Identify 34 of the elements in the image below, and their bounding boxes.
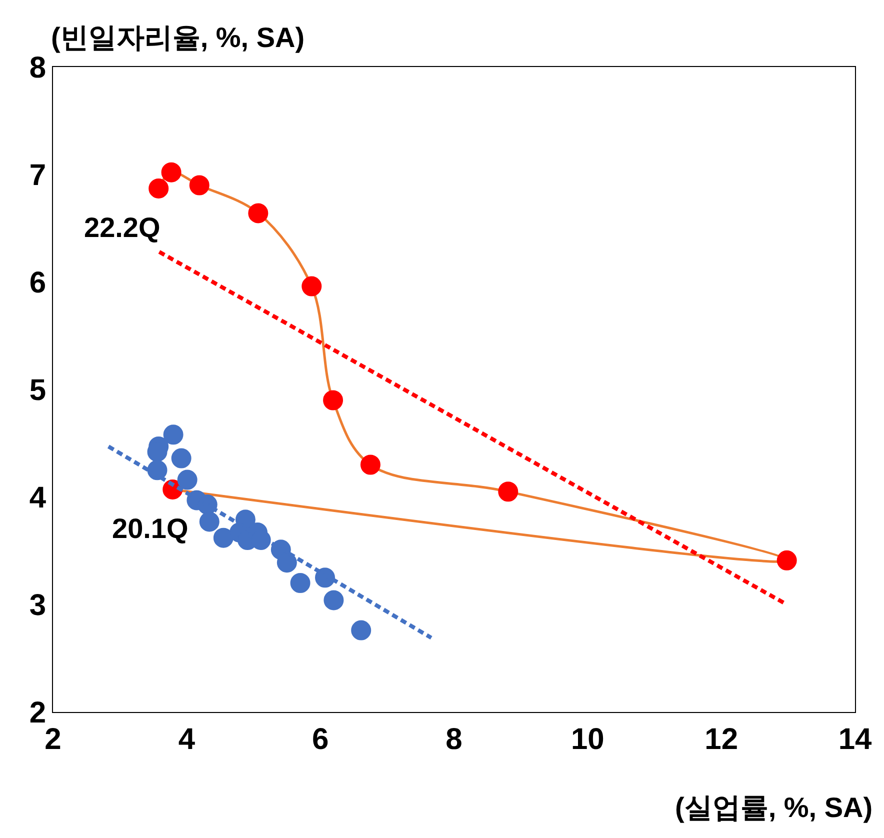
point [290, 573, 310, 593]
y-tick-label: 2 [29, 696, 46, 730]
point [161, 162, 182, 182]
point [148, 178, 169, 198]
point [248, 203, 268, 224]
y-tick-label: 3 [29, 589, 46, 622]
x-tick-label: 14 [838, 723, 872, 756]
x-tick-label: 8 [446, 723, 462, 756]
point [189, 175, 210, 196]
annotation: 22.2Q [84, 212, 160, 243]
x-tick-label: 4 [178, 723, 196, 756]
point [302, 276, 322, 296]
point [324, 590, 344, 610]
point [163, 424, 184, 445]
x-axis-title: (실업률, %, SA) [675, 792, 873, 823]
point [776, 550, 797, 570]
point [360, 454, 380, 475]
point [177, 470, 198, 490]
point [351, 620, 372, 640]
point [213, 528, 234, 548]
x-tick-label: 6 [312, 723, 329, 756]
y-tick-label: 8 [29, 52, 46, 84]
annotation: 20.1Q [112, 513, 188, 544]
point [498, 482, 518, 502]
y-tick-label: 7 [29, 159, 46, 192]
point [323, 390, 344, 410]
y-tick-label: 4 [29, 482, 46, 514]
y-tick-label: 6 [29, 266, 46, 300]
x-tick-label: 10 [570, 723, 604, 756]
point [199, 512, 220, 532]
x-tick-label: 12 [704, 723, 738, 756]
point [171, 448, 192, 468]
y-tick-label: 5 [29, 374, 46, 407]
y-axis-title: (빈일자리율, %, SA) [51, 22, 305, 53]
